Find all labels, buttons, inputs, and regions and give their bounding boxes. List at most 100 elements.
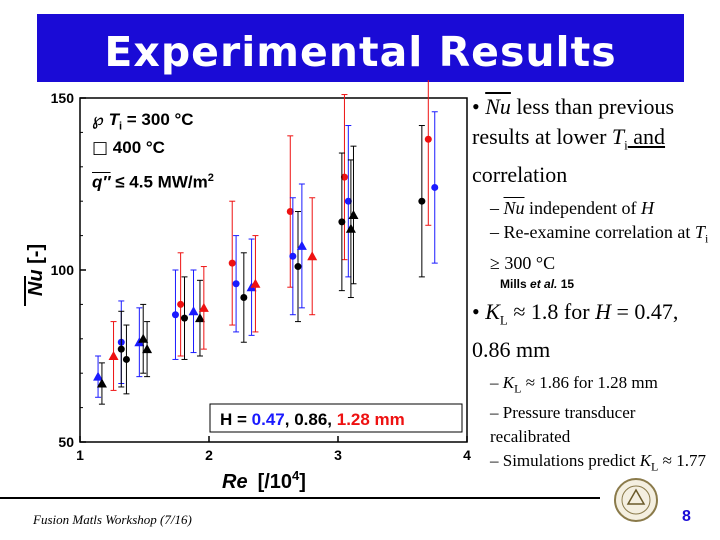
s5-text-2: ≈ 1.77 bbox=[658, 450, 706, 470]
legend-ti-label: T bbox=[108, 110, 119, 129]
sub-bullet-4: – Pressure transducer recalibrated bbox=[490, 401, 712, 449]
annotation-text: H = 0.47, 0.86, 1.28 mm bbox=[220, 410, 405, 429]
s2-text: Re-examine correlation at bbox=[503, 222, 695, 243]
s4-text: Pressure transducer recalibrated bbox=[490, 402, 636, 446]
marker-triangle bbox=[93, 371, 104, 381]
b2-k: K bbox=[485, 298, 500, 324]
data-point bbox=[348, 145, 359, 285]
marker-circle bbox=[228, 259, 236, 267]
footer-divider bbox=[0, 497, 600, 499]
annotation-value-2: 0.86 bbox=[294, 410, 327, 429]
marker-circle bbox=[177, 300, 185, 308]
square-icon: □ bbox=[92, 138, 109, 158]
bullet-2: • KL ≈ 1.8 for H = 0.47, 0.86 mm bbox=[472, 297, 712, 365]
x-ticks: 1 2 3 4 bbox=[76, 436, 471, 463]
data-point bbox=[142, 321, 153, 378]
annotation-prefix: H = bbox=[220, 410, 252, 429]
data-points bbox=[93, 80, 439, 405]
y-ticks: 50 100 150 bbox=[51, 90, 86, 450]
data-point bbox=[344, 125, 352, 278]
marker-triangle bbox=[250, 278, 261, 288]
footer-text: Fusion Matls Workshop (7/16) bbox=[33, 512, 192, 527]
page-number: 8 bbox=[682, 508, 691, 525]
marker-triangle bbox=[348, 209, 359, 219]
dash: – bbox=[490, 402, 503, 422]
data-point bbox=[431, 111, 439, 264]
annotation-box bbox=[209, 403, 463, 433]
marker-circle bbox=[122, 355, 130, 363]
s2-ti-sub: i bbox=[704, 231, 709, 246]
bullet-1: • Nu less than previous results at lower… bbox=[472, 92, 712, 190]
marker-triangle bbox=[142, 344, 153, 354]
b1-ti-sub: i bbox=[624, 137, 628, 153]
bullet-dot: • bbox=[472, 298, 480, 324]
data-point bbox=[340, 94, 348, 261]
s1-text: independent of bbox=[524, 198, 641, 219]
b1-text-2: correlation bbox=[472, 162, 568, 188]
legend-flux-value: ≤ 4.5 MW/m bbox=[110, 172, 208, 192]
title-bar: Experimental Results bbox=[37, 14, 684, 82]
marker-circle bbox=[418, 197, 426, 205]
marker-triangle bbox=[307, 251, 318, 261]
marker-circle bbox=[424, 135, 432, 143]
data-point bbox=[294, 211, 302, 323]
marker-circle bbox=[240, 294, 248, 302]
legend-ti-300: ℘ Ti = 300 °C bbox=[92, 110, 194, 132]
b1-text: less than previous results at lower bbox=[472, 94, 675, 149]
sub-bullet-1: – Nu independent of H bbox=[490, 196, 712, 220]
marker-circle bbox=[286, 208, 294, 216]
data-point bbox=[296, 183, 307, 309]
legend-ti-sub: i bbox=[118, 120, 123, 133]
bullet-dot: • bbox=[472, 94, 480, 119]
data-point bbox=[188, 269, 199, 354]
sub-bullet-3: – KL ≈ 1.86 for 1.28 mm bbox=[490, 371, 712, 400]
marker-circle bbox=[340, 173, 348, 181]
y-label-unit: [-] bbox=[25, 244, 47, 270]
data-point bbox=[194, 279, 205, 357]
data-point bbox=[424, 80, 432, 226]
data-point bbox=[96, 362, 107, 405]
marker-circle bbox=[117, 345, 125, 353]
data-point bbox=[177, 252, 185, 357]
s3-k: K bbox=[502, 373, 515, 393]
ref-year: 15 bbox=[557, 276, 575, 291]
dash: – bbox=[490, 222, 504, 243]
ref-italic: et al. bbox=[530, 276, 558, 291]
y-tick-label: 50 bbox=[58, 434, 74, 450]
svg-text:Nu [-]: Nu [-] bbox=[25, 244, 47, 296]
annotation-sep-2: , bbox=[327, 410, 336, 429]
data-point bbox=[122, 324, 130, 395]
dash: – bbox=[490, 373, 503, 393]
data-point bbox=[232, 235, 240, 333]
legend-ti-value: = 300 °C bbox=[122, 110, 194, 129]
b2-text: ≈ 1.8 for bbox=[507, 298, 596, 324]
marker-circle bbox=[338, 218, 346, 226]
x-label-close: ] bbox=[299, 471, 306, 493]
dash: – bbox=[490, 198, 504, 219]
b2-k-sub: L bbox=[499, 312, 508, 328]
data-point bbox=[338, 152, 346, 292]
dash: – bbox=[490, 450, 503, 470]
legend-ti-value-2: 400 °C bbox=[112, 138, 165, 157]
data-point bbox=[418, 125, 426, 278]
sub-bullet-2: – Re-examine correlation at Ti ≥ 300 °C bbox=[490, 220, 712, 275]
plot-frame bbox=[79, 97, 468, 443]
s3-text: ≈ 1.86 for 1.28 mm bbox=[521, 373, 658, 393]
marker-triangle bbox=[296, 240, 307, 250]
reference: Mills et al. 15 bbox=[500, 277, 712, 291]
legend-flux-exp: 2 bbox=[207, 172, 214, 184]
s2-text-2: ≥ 300 °C bbox=[490, 252, 556, 273]
s5-k: K bbox=[639, 450, 652, 470]
x-tick-label: 3 bbox=[334, 447, 342, 463]
s1-nu: Nu bbox=[503, 198, 525, 219]
data-point bbox=[286, 135, 294, 288]
x-label-unit: [/10 bbox=[258, 471, 292, 493]
annotation-sep-1: , bbox=[285, 410, 294, 429]
marker-triangle bbox=[188, 306, 199, 316]
data-point bbox=[117, 310, 125, 388]
data-point bbox=[198, 266, 209, 350]
data-point bbox=[171, 269, 179, 360]
data-point bbox=[138, 303, 149, 374]
y-label-main: Nu bbox=[25, 269, 47, 296]
y-axis-label: Nu [-] bbox=[24, 244, 47, 306]
